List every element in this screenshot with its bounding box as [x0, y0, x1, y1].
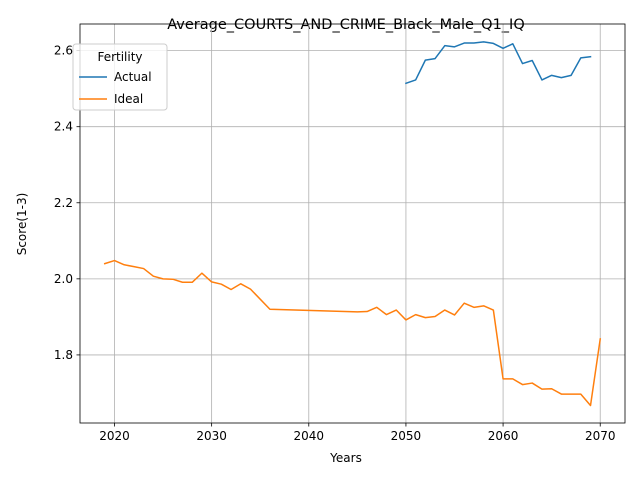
y-axis-label: Score(1-3) [15, 193, 29, 256]
y-tick-label: 1.8 [54, 348, 73, 362]
x-axis-label: Years [329, 451, 362, 465]
chart-title: Average_COURTS_AND_CRIME_Black_Male_Q1_I… [167, 17, 525, 33]
x-tick-label: 2040 [294, 429, 325, 443]
x-tick-label: 2050 [391, 429, 422, 443]
x-tick-label: 2030 [196, 429, 227, 443]
plot-frame [79, 23, 626, 424]
y-tick-label: 2.2 [54, 196, 73, 210]
y-tick-label: 2.4 [54, 120, 73, 134]
legend-box [72, 43, 168, 111]
x-tick-label: 2070 [585, 429, 616, 443]
x-tick-label: 2060 [488, 429, 519, 443]
axis-ticks: 2020 2030 2040 2050 2060 2070 1.8 2.0 2.2 2.4 2.6 [54, 44, 616, 443]
series-lines [103, 41, 602, 407]
y-tick-label: 2.0 [54, 272, 73, 286]
legend-title: Fertility [97, 50, 142, 64]
x-tick-label: 2020 [99, 429, 130, 443]
legend-label-actual: Actual [114, 70, 152, 84]
legend: Fertility Actual Ideal [72, 43, 168, 111]
y-tick-label: 2.6 [54, 44, 73, 58]
series-line-ideal [103, 259, 602, 407]
series-line-actual [404, 41, 592, 85]
legend-label-ideal: Ideal [114, 92, 143, 106]
